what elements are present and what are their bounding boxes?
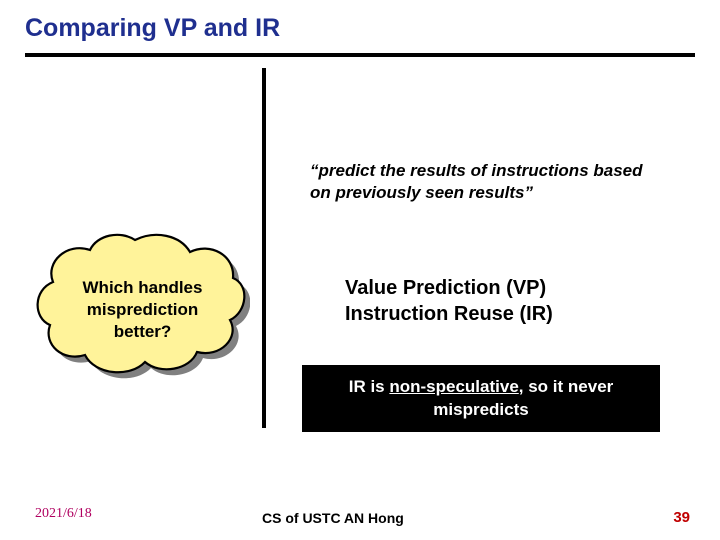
vertical-divider: [262, 68, 266, 428]
footer-date: 2021/6/18: [35, 506, 92, 522]
cloud-line-1: Which handles: [83, 277, 203, 299]
cloud-line-2: misprediction: [83, 299, 203, 321]
cloud-line-3: better?: [83, 321, 203, 343]
answer-box: IR is non-speculative, so it never mispr…: [302, 365, 660, 432]
answer-underlined: non-speculative: [389, 377, 518, 396]
slide-title: Comparing VP and IR: [0, 0, 720, 43]
vp-ir-labels: Value Prediction (VP) Instruction Reuse …: [345, 275, 615, 327]
answer-pre: IR is: [349, 377, 390, 396]
ir-label: Instruction Reuse (IR): [345, 301, 615, 327]
answer-text: IR is non-speculative, so it never mispr…: [315, 376, 647, 422]
thought-cloud: Which handles misprediction better?: [35, 230, 250, 390]
horizontal-divider: [25, 53, 695, 57]
footer-center: CS of USTC AN Hong: [262, 510, 404, 526]
cloud-text: Which handles misprediction better?: [35, 230, 250, 390]
footer-page-number: 39: [673, 509, 690, 526]
quote-text: “predict the results of instructions bas…: [310, 160, 655, 204]
vp-label: Value Prediction (VP): [345, 275, 615, 301]
